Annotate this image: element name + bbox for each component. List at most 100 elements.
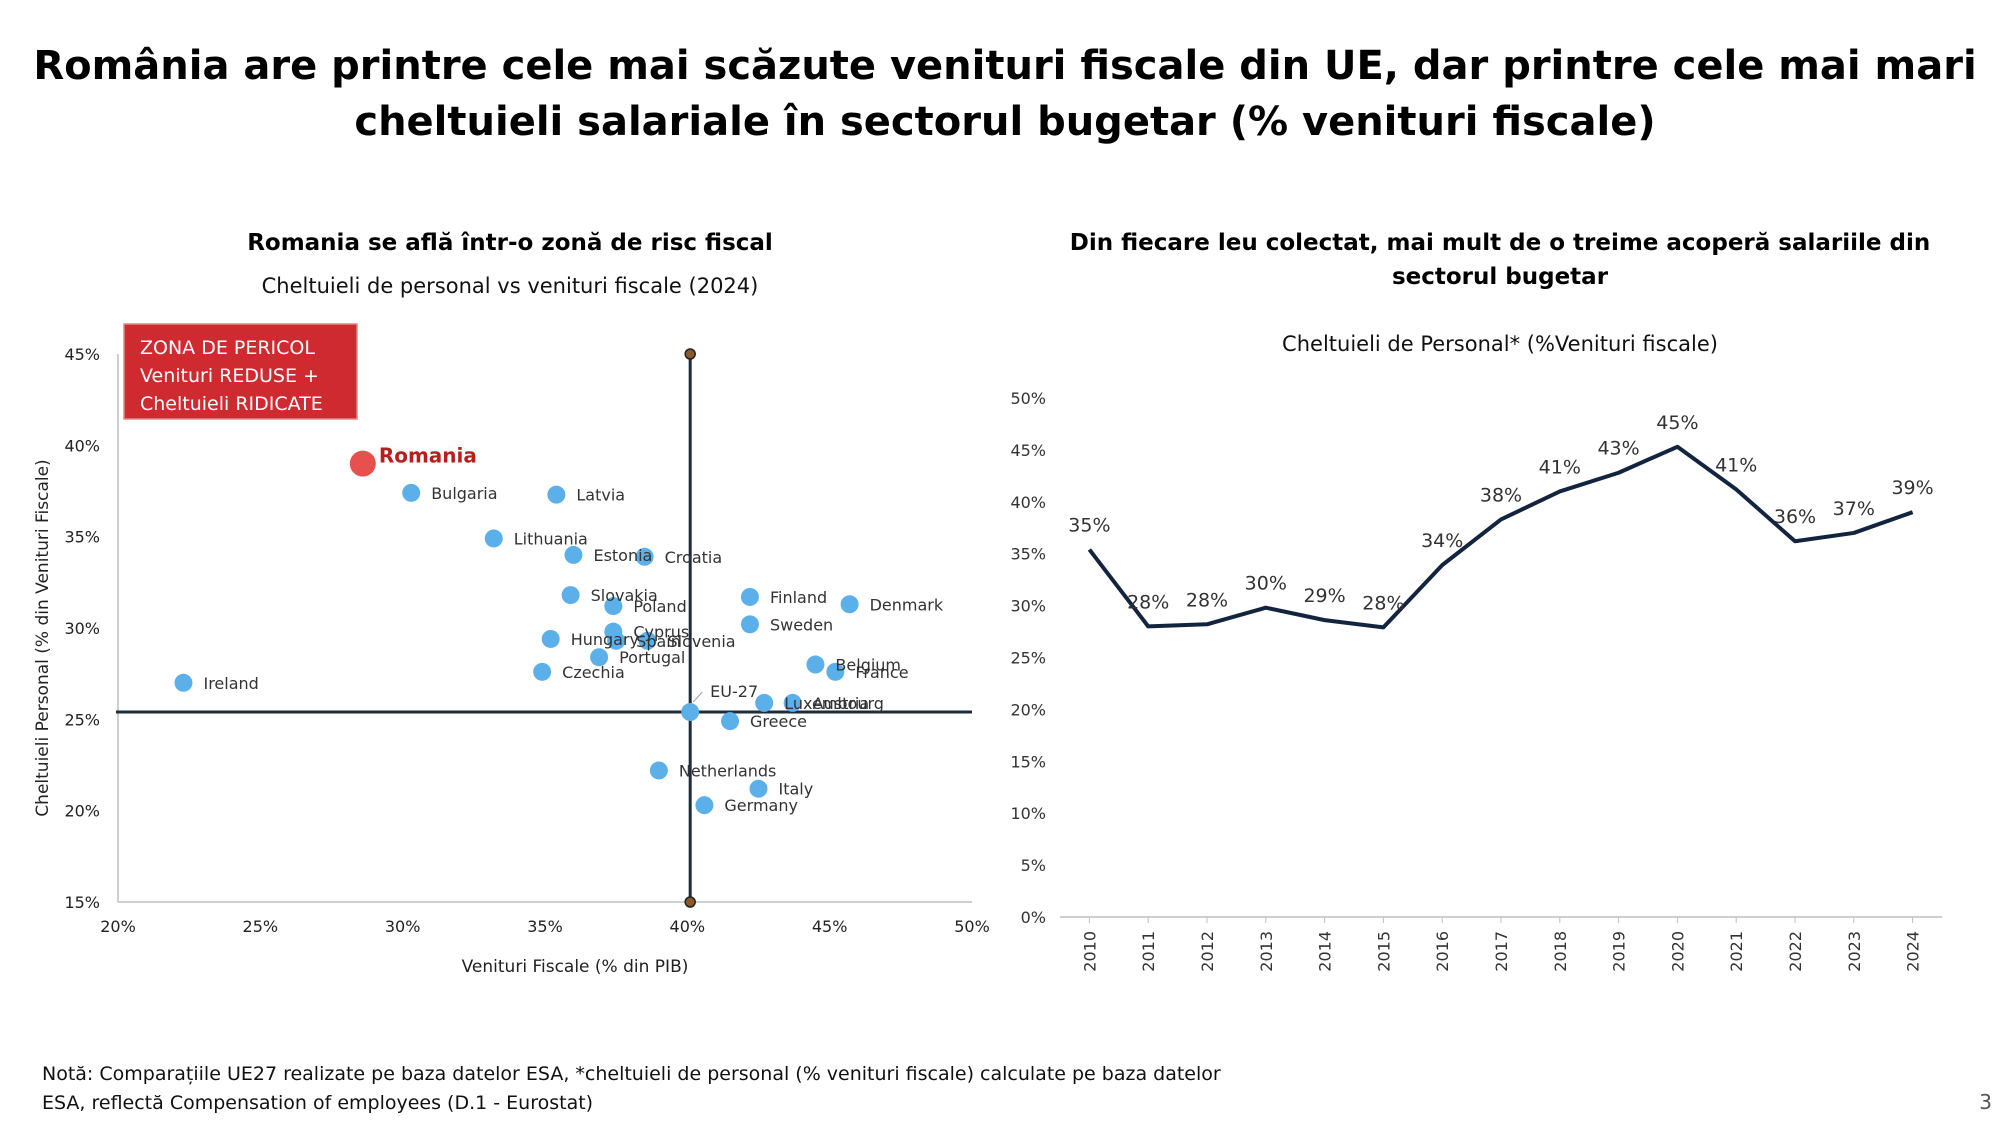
footnote-line2: ESA, reflectă Compensation of employees … xyxy=(42,1092,594,1114)
line-data-labels: 35% 28% 28% 30% 29% 28% 34% 38% 41% 43% 45% 41% 36% 3… xyxy=(1068,412,1933,615)
scatter-x-tick: 30% xyxy=(385,917,421,936)
scatter-x-axis-label: Venituri Fiscale (% din PIB) xyxy=(462,957,689,977)
scatter-point-sweden xyxy=(740,615,759,634)
scatter-y-tick: 30% xyxy=(64,619,100,638)
line-x-tick: 2018 xyxy=(1551,931,1570,972)
scatter-label-italy: Italy xyxy=(779,780,814,799)
scatter-point-latvia xyxy=(547,485,566,504)
scatter-label-austria: Austria xyxy=(813,694,870,713)
scatter-x-tick: 40% xyxy=(670,917,706,936)
scatter-point-czechia xyxy=(533,662,552,681)
footnote-line1: Notă: Comparațiile UE27 realizate pe baz… xyxy=(42,1063,1221,1085)
line-data-label: 34% xyxy=(1421,530,1463,552)
line-x-tick: 2024 xyxy=(1904,931,1923,972)
scatter-label-poland: Poland xyxy=(633,597,686,616)
danger-zone-text: ZONA DE PERICOL xyxy=(140,337,315,359)
line-data-label: 39% xyxy=(1891,477,1933,499)
line-y-tick: 10% xyxy=(1010,804,1046,823)
line-chart-title-line1: Din fiecare leu colectat, mai mult de o … xyxy=(1069,230,1931,256)
scatter-label-netherlands: Netherlands xyxy=(679,761,777,780)
line-chart-subtitle: Cheltuieli de Personal* (%Venituri fisca… xyxy=(1282,332,1718,356)
danger-zone-text: Venituri REDUSE + xyxy=(140,365,319,387)
scatter-reference-lines xyxy=(116,348,972,908)
scatter-y-tick: 15% xyxy=(64,893,100,912)
scatter-point-denmark xyxy=(840,595,859,614)
scatter-label-slovenia: Slovenia xyxy=(667,632,735,651)
line-data-label: 38% xyxy=(1480,484,1522,506)
scatter-point-ireland xyxy=(174,673,193,692)
scatter-point-eu-27 xyxy=(681,703,700,722)
line-chart-title-line2: sectorul bugetar xyxy=(1391,264,1609,290)
scatter-points xyxy=(174,450,859,815)
scatter-label-croatia: Croatia xyxy=(665,548,723,567)
line-chart-title: Din fiecare leu colectat, mai mult de o … xyxy=(1040,226,1960,294)
scatter-point-austria xyxy=(783,693,802,712)
scatter-label-romania: Romania xyxy=(379,444,477,468)
line-y-tick: 25% xyxy=(1010,649,1046,668)
scatter-chart: 20% 25% 30% 35% 40% 45% 50%15%20%25%30%35%40%4… xyxy=(33,323,990,977)
scatter-label-luxembourg: Luxembourg xyxy=(784,694,884,713)
scatter-label-germany: Germany xyxy=(724,796,798,815)
scatter-label-bulgaria: Bulgaria xyxy=(431,484,497,503)
scatter-point-france xyxy=(826,662,845,681)
scatter-chart-subtitle: Cheltuieli de personal vs venituri fisca… xyxy=(261,274,759,298)
scatter-point-finland xyxy=(740,587,759,606)
scatter-y-tick: 25% xyxy=(64,710,100,729)
line-y-tick: 35% xyxy=(1010,545,1046,564)
line-data-label: 37% xyxy=(1833,498,1875,520)
line-data-label: 28% xyxy=(1362,592,1404,614)
reference-line-top-marker xyxy=(684,348,696,360)
scatter-label-latvia: Latvia xyxy=(576,486,625,505)
scatter-label-estonia: Estonia xyxy=(593,546,652,565)
scatter-label-cyprus: Cyprus xyxy=(633,623,689,642)
line-y-tick: 45% xyxy=(1010,441,1046,460)
scatter-point-slovakia xyxy=(561,586,580,605)
line-data-label: 41% xyxy=(1715,454,1757,476)
scatter-label-spain: Spain xyxy=(636,632,681,651)
scatter-point-lithuania xyxy=(484,529,503,548)
scatter-point-romania xyxy=(349,450,376,477)
scatter-point-spain xyxy=(607,631,626,650)
scatter-chart-title: Romania se află într-o zonă de risc fisc… xyxy=(247,230,773,256)
line-x-tick: 2017 xyxy=(1492,931,1511,972)
scatter-x-tick: 45% xyxy=(812,917,848,936)
scatter-point-germany xyxy=(695,796,714,815)
scatter-label-lithuania: Lithuania xyxy=(514,529,588,548)
danger-zone-rect xyxy=(123,323,358,420)
scatter-point-slovenia xyxy=(638,631,657,650)
scatter-label-greece: Greece xyxy=(750,712,807,731)
scatter-y-tick: 35% xyxy=(64,528,100,547)
scatter-x-tick: 50% xyxy=(954,917,990,936)
eu27-leader-line xyxy=(692,691,703,703)
danger-zone-box: ZONA DE PERICOL Venituri REDUSE + Cheltuie… xyxy=(123,323,358,420)
line-y-tick: 15% xyxy=(1010,752,1046,771)
scatter-label-finland: Finland xyxy=(770,588,827,607)
scatter-label-france: France xyxy=(855,663,908,682)
scatter-point-netherlands xyxy=(649,761,668,780)
scatter-labels: Bulgaria Latvia Lithuania Estonia Croatia Slo… xyxy=(203,444,943,816)
line-data-label: 35% xyxy=(1068,515,1110,537)
scatter-label-slovakia: Slovakia xyxy=(591,586,658,605)
page-title: România are printre cele mai scăzute ven… xyxy=(0,38,2010,150)
line-x-tick: 2012 xyxy=(1198,931,1217,972)
line-y-tick: 50% xyxy=(1010,389,1046,408)
scatter-label-czechia: Czechia xyxy=(562,663,625,682)
scatter-label-eu-27: EU-27 xyxy=(710,682,758,701)
scatter-point-greece xyxy=(721,712,740,731)
scatter-point-italy xyxy=(749,779,768,798)
line-data-label: 28% xyxy=(1127,591,1169,613)
line-y-tick: 0% xyxy=(1021,908,1046,927)
line-y-tick: 5% xyxy=(1021,856,1046,875)
scatter-y-tick: 40% xyxy=(64,436,100,455)
scatter-point-portugal xyxy=(590,648,609,667)
line-data-label: 45% xyxy=(1656,412,1698,434)
scatter-label-denmark: Denmark xyxy=(870,595,944,614)
scatter-y-axis-label: Cheltuieli Personal (% din Venituri Fisc… xyxy=(33,459,53,816)
line-x-tick: 2019 xyxy=(1610,931,1629,972)
page-number: 3 xyxy=(1979,1090,1992,1114)
line-data-label: 29% xyxy=(1303,585,1345,607)
reference-line-bottom-marker xyxy=(684,896,696,908)
line-y-tick: 20% xyxy=(1010,700,1046,719)
line-x-tick: 2021 xyxy=(1727,931,1746,972)
scatter-x-tick: 25% xyxy=(243,917,279,936)
